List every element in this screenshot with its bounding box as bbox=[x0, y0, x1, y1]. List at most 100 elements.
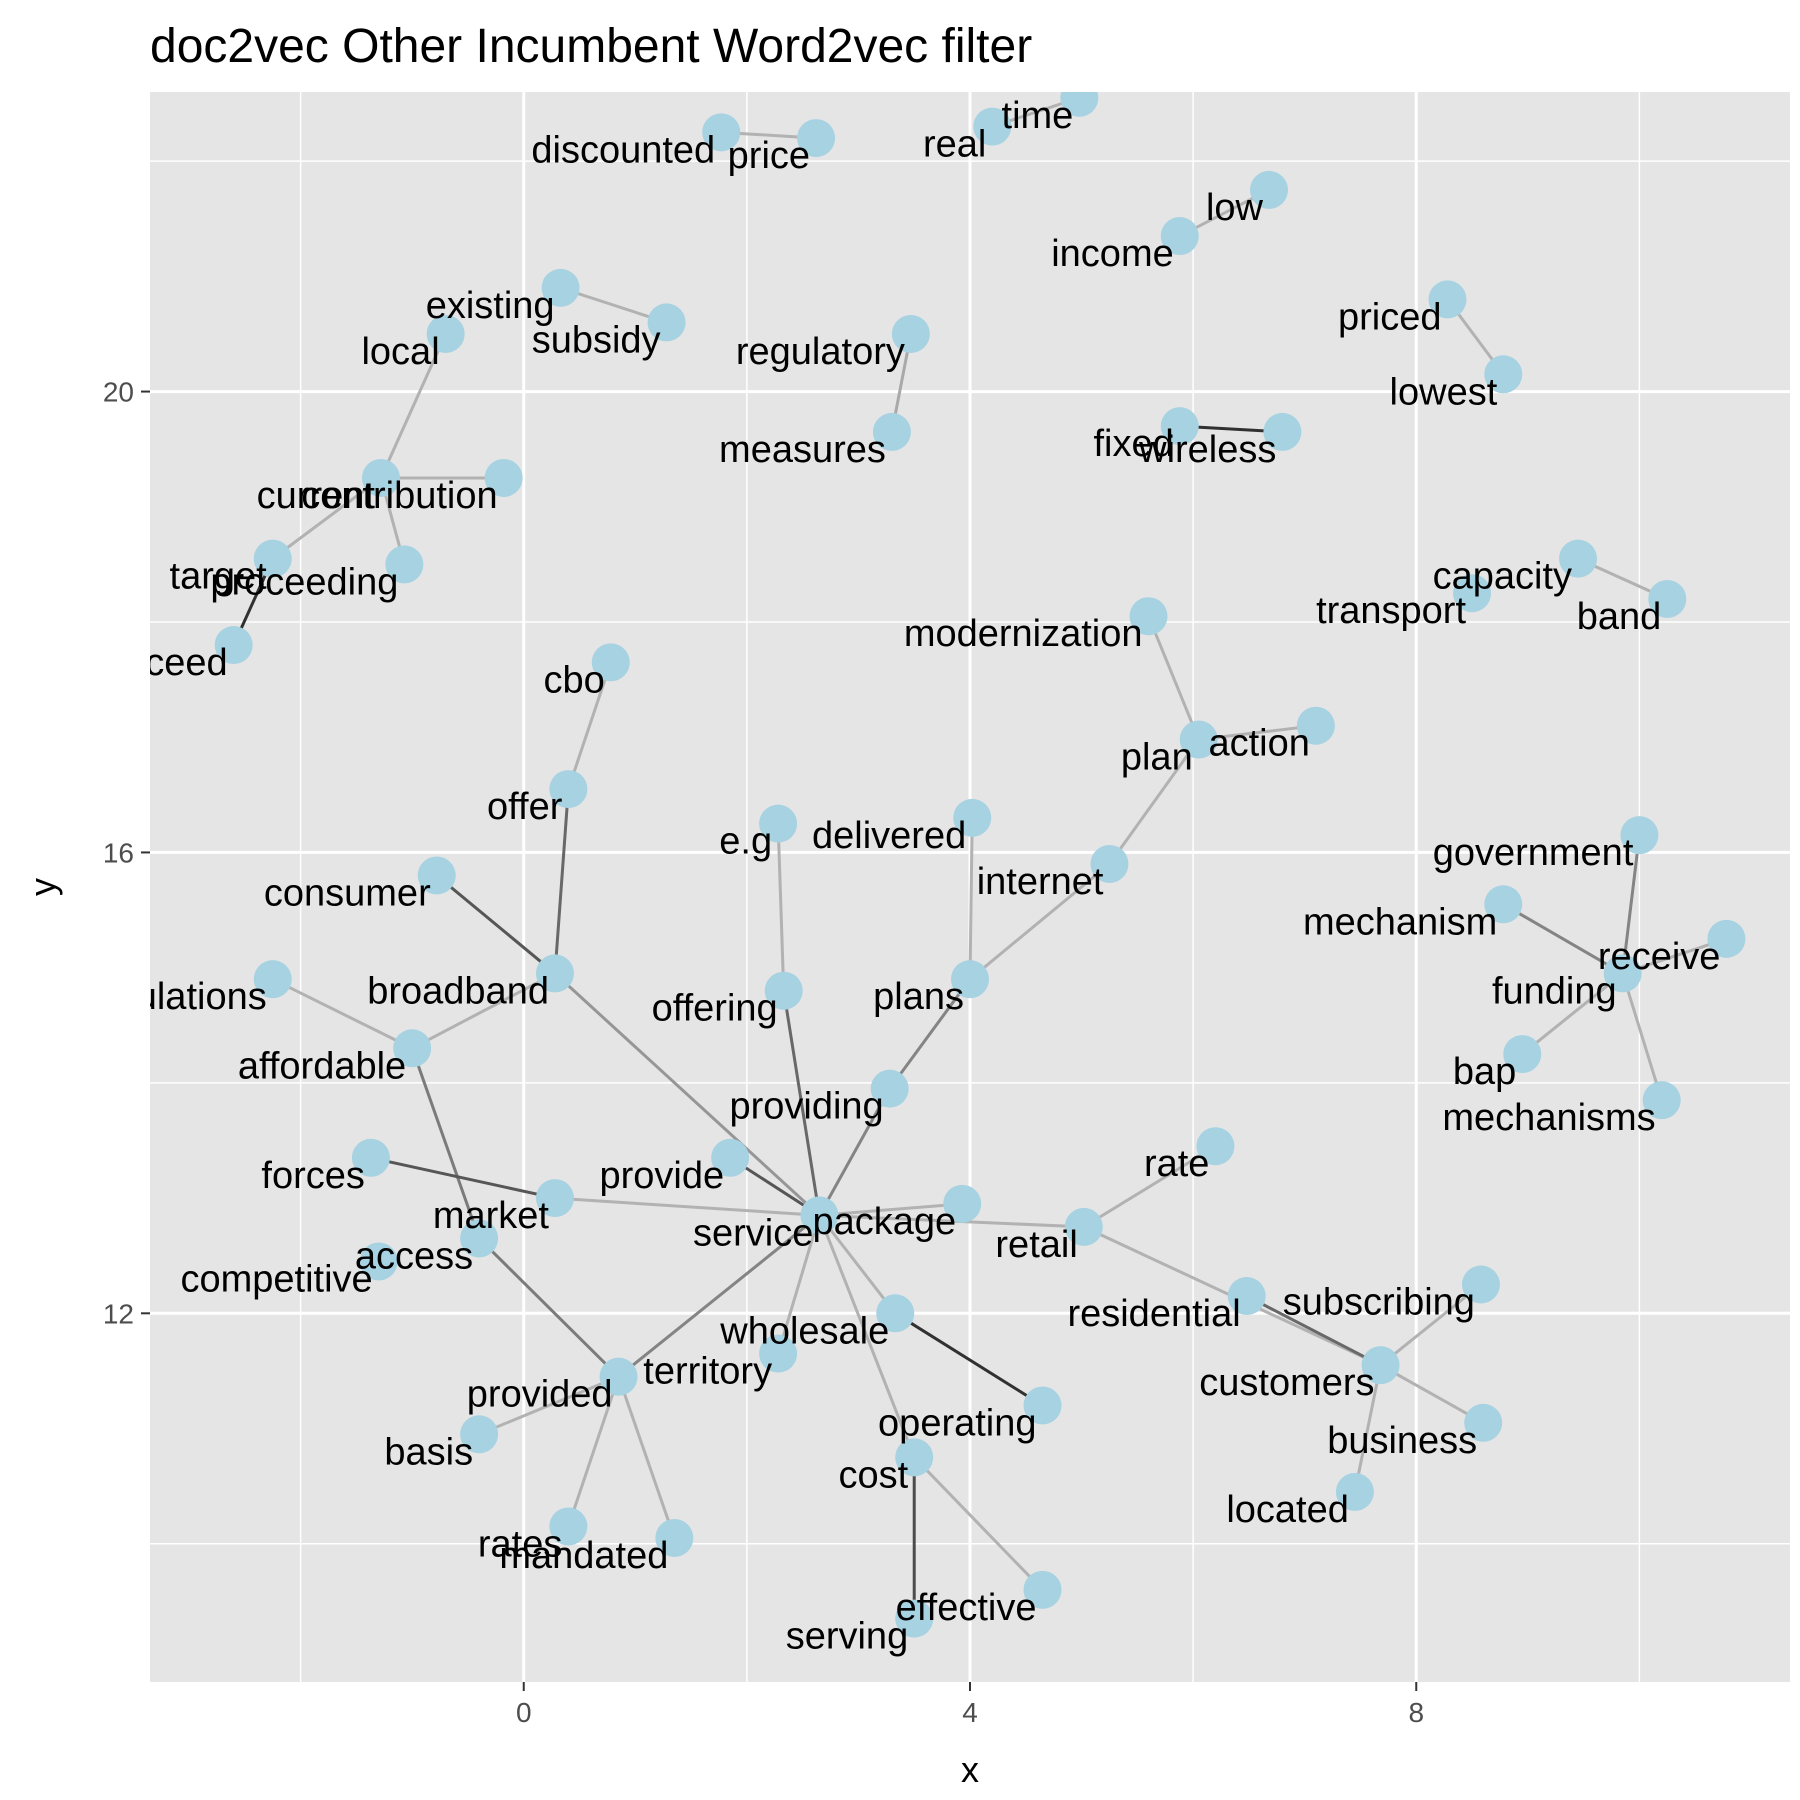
label-mechanisms: mechanisms bbox=[1442, 1097, 1655, 1139]
edge-line bbox=[819, 1213, 1084, 1229]
point-offer bbox=[549, 770, 588, 809]
edge-line bbox=[1108, 738, 1200, 865]
label-affordable: affordable bbox=[238, 1045, 406, 1087]
label-territory: territory bbox=[643, 1351, 772, 1393]
point-broadband bbox=[535, 954, 574, 993]
point-modernization bbox=[1129, 597, 1168, 636]
x-axis-title: x bbox=[961, 1749, 979, 1790]
label-competitive: competitive bbox=[181, 1258, 373, 1300]
label-package: package bbox=[813, 1201, 957, 1243]
edge-line bbox=[1621, 972, 1664, 1101]
label-mandated: mandated bbox=[499, 1535, 668, 1577]
point-proceed bbox=[214, 626, 253, 665]
point-provide bbox=[711, 1138, 750, 1177]
point-effective bbox=[1023, 1570, 1062, 1609]
edge-line bbox=[379, 333, 448, 479]
point-income bbox=[1160, 217, 1199, 256]
y-axis-title: y bbox=[22, 878, 63, 896]
label-offer: offer bbox=[487, 786, 563, 828]
point-real bbox=[973, 107, 1012, 146]
label-rates: rates bbox=[478, 1523, 562, 1565]
edge-line bbox=[566, 661, 613, 790]
point-package bbox=[943, 1184, 982, 1223]
point-cbo bbox=[591, 643, 630, 682]
edge-line bbox=[1245, 1294, 1382, 1367]
label-cbo: cbo bbox=[543, 659, 604, 701]
label-business: business bbox=[1327, 1420, 1477, 1462]
label-subsidy: subsidy bbox=[532, 319, 661, 361]
point-operating bbox=[1023, 1386, 1062, 1425]
edge-line bbox=[435, 874, 556, 975]
point-wireless bbox=[1263, 412, 1302, 451]
edge-line bbox=[478, 1375, 620, 1436]
label-capacity: capacity bbox=[1433, 556, 1572, 598]
label-receive: receive bbox=[1598, 936, 1721, 978]
label-lowest: lowest bbox=[1390, 371, 1498, 413]
label-residential: residential bbox=[1067, 1293, 1240, 1335]
point-lowest bbox=[1484, 355, 1523, 394]
label-located: located bbox=[1226, 1489, 1349, 1531]
label-plans: plans bbox=[873, 976, 964, 1018]
label-regulatory: regulatory bbox=[736, 331, 905, 373]
edge-line bbox=[1198, 724, 1317, 742]
edge-line bbox=[554, 1196, 820, 1217]
label-priced: priced bbox=[1338, 296, 1442, 338]
edge-line bbox=[818, 1087, 891, 1217]
edge-line bbox=[1379, 1363, 1484, 1425]
edge-line bbox=[1353, 1364, 1383, 1493]
label-mechanism: mechanism bbox=[1303, 901, 1497, 943]
label-consumer: consumer bbox=[264, 872, 431, 914]
x-tick-label: 8 bbox=[1408, 1697, 1424, 1728]
y-tick-label: 16 bbox=[103, 837, 134, 868]
point-cost bbox=[895, 1438, 934, 1477]
point-business bbox=[1464, 1403, 1503, 1442]
point-existing bbox=[541, 268, 580, 307]
label-internet: internet bbox=[977, 861, 1104, 903]
edge-line bbox=[553, 972, 821, 1217]
point-provided bbox=[599, 1357, 638, 1396]
label-delivered: delivered bbox=[812, 815, 966, 857]
label-proceeding: proceeding bbox=[210, 561, 398, 603]
label-local: local bbox=[361, 331, 439, 373]
edge-line bbox=[969, 862, 1111, 981]
point-government bbox=[1620, 816, 1659, 855]
point-capacity bbox=[1559, 539, 1598, 578]
chart-title: doc2vec Other Incumbent Word2vec filter bbox=[150, 20, 1032, 73]
label-customers: customers bbox=[1199, 1362, 1374, 1404]
edge-line bbox=[1502, 902, 1624, 975]
label-transport: transport bbox=[1316, 590, 1466, 632]
label-providing: providing bbox=[729, 1086, 883, 1128]
edge-line bbox=[617, 1376, 676, 1539]
x-tick-label: 4 bbox=[962, 1697, 978, 1728]
label-funding: funding bbox=[1492, 970, 1617, 1012]
edge-line bbox=[617, 1214, 821, 1378]
edge-line bbox=[410, 1047, 481, 1239]
label-service: service bbox=[693, 1212, 813, 1254]
label-price: price bbox=[728, 135, 810, 177]
y-axis: 12 16 20 bbox=[103, 377, 150, 1329]
point-internet bbox=[1090, 844, 1129, 883]
point-rate bbox=[1196, 1127, 1235, 1166]
point-receive bbox=[1707, 919, 1746, 958]
points-layer bbox=[214, 92, 1746, 1638]
point-customers bbox=[1361, 1346, 1400, 1385]
point-measures bbox=[872, 412, 911, 451]
label-operating: operating bbox=[878, 1402, 1036, 1444]
point-access bbox=[460, 1219, 499, 1258]
label-low: low bbox=[1206, 187, 1264, 229]
label-cost: cost bbox=[839, 1454, 909, 1496]
label-income: income bbox=[1051, 233, 1174, 275]
label-contribution: contribution bbox=[301, 475, 497, 517]
label-market: market bbox=[433, 1195, 550, 1237]
point-territory bbox=[759, 1334, 798, 1373]
edge-line bbox=[271, 476, 382, 560]
point-time bbox=[1060, 92, 1099, 117]
edge-line bbox=[818, 1214, 897, 1315]
point-contribution bbox=[484, 458, 523, 497]
point-band bbox=[1648, 579, 1687, 618]
label-current: current bbox=[257, 475, 376, 517]
point-subsidy bbox=[647, 303, 686, 342]
point-located bbox=[1335, 1472, 1374, 1511]
label-modernization: modernization bbox=[904, 613, 1143, 655]
